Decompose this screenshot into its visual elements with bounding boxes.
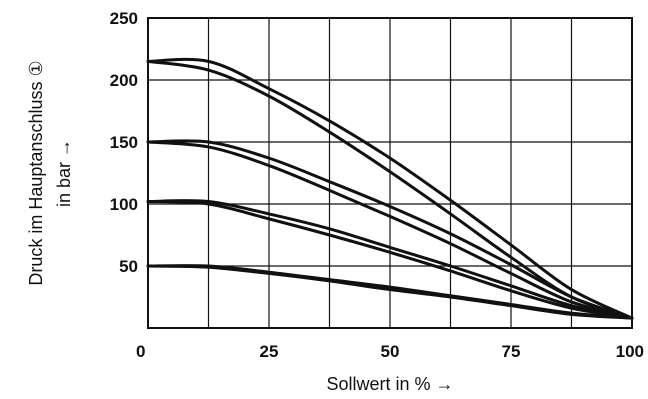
x-tick-label: 100 (616, 342, 644, 361)
curves (146, 57, 634, 320)
x-axis-label: Sollwert in % → (326, 374, 453, 394)
series-line-6 (146, 200, 634, 320)
y-tick-label: 250 (110, 9, 138, 28)
y-axis-label-line1: Druck im Hauptanschluss ① (26, 60, 46, 285)
y-tick-label: 200 (110, 71, 138, 90)
y-axis-label-line2: in bar → (54, 139, 74, 207)
series-line-3 (146, 139, 634, 320)
series-line-1 (146, 57, 634, 320)
x-tick-label: 0 (136, 342, 145, 361)
series-line-5 (146, 199, 634, 320)
x-tick-label: 75 (502, 342, 521, 361)
x-tick-labels: 0 25 50 75 100 (136, 342, 644, 361)
y-tick-label: 100 (110, 195, 138, 214)
y-tick-labels: 50 100 150 200 250 (110, 9, 138, 276)
series-line-8 (146, 264, 634, 320)
y-tick-label: 150 (110, 133, 138, 152)
x-tick-label: 50 (381, 342, 400, 361)
series-line-4 (146, 140, 634, 320)
plot-frame (147, 17, 633, 329)
x-tick-label: 25 (260, 342, 279, 361)
y-tick-label: 50 (119, 257, 138, 276)
